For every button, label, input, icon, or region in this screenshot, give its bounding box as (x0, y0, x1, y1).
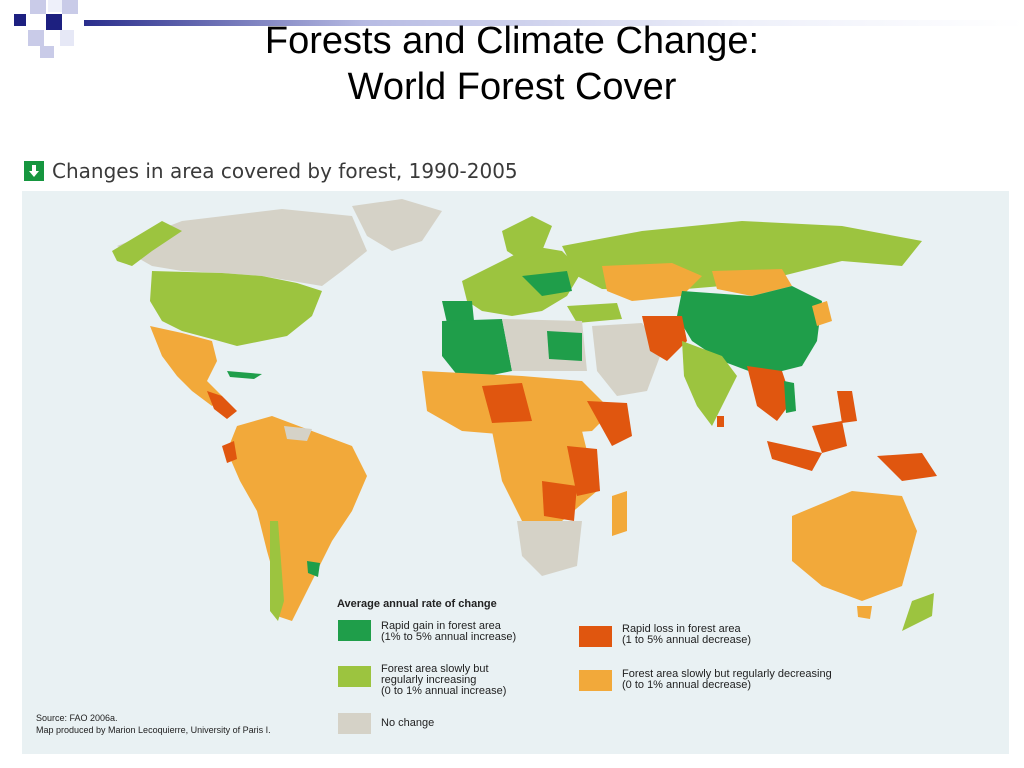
legend-label-rapid-gain: Rapid gain in forest area (1% to 5% annu… (381, 620, 517, 643)
region-australia (792, 491, 917, 601)
region-central-america (207, 391, 237, 419)
region-europe (462, 246, 582, 316)
region-horn (587, 401, 632, 446)
region-turkey (567, 303, 622, 323)
region-korea-japan (812, 301, 832, 326)
legend-title: Average annual rate of change (337, 598, 497, 610)
slide-title-line1: Forests and Climate Change: (264, 20, 760, 62)
world-map-svg (112, 199, 937, 631)
map-heading: Changes in area covered by forest, 1990-… (24, 156, 518, 186)
legend-swatch-rapid-gain (338, 620, 371, 641)
region-indonesia-west (767, 441, 822, 471)
region-afghanistan-pakistan (642, 316, 687, 361)
region-central-europe (522, 271, 572, 296)
region-middle-east (592, 323, 662, 396)
region-india (682, 341, 737, 426)
source-line-1: Source: FAO 2006a. (36, 713, 118, 723)
region-alaska (112, 221, 182, 266)
region-mexico (150, 326, 222, 406)
region-sahel-loss (482, 383, 532, 423)
region-usa (150, 271, 322, 346)
region-south-america (227, 416, 367, 621)
region-new-zealand (902, 593, 934, 631)
region-north-africa-west (442, 319, 512, 381)
region-borneo (812, 421, 847, 453)
region-guianas (284, 426, 312, 441)
region-ecuador (222, 441, 237, 463)
region-canada (117, 209, 367, 286)
down-arrow-icon (24, 161, 44, 181)
region-madagascar (612, 491, 627, 536)
region-east-africa (567, 446, 600, 496)
region-greenland (352, 199, 442, 251)
region-cuba (227, 371, 262, 379)
source-line-2: Map produced by Marion Lecoquierre, Univ… (36, 725, 271, 735)
slide-title: Forests and Climate Change: World Forest… (0, 18, 1024, 110)
map-source: Source: FAO 2006a. Map produced by Mario… (36, 712, 271, 736)
world-map (22, 191, 1009, 754)
region-indochina (747, 366, 792, 421)
slide-title-line2: World Forest Cover (347, 66, 677, 108)
legend-swatch-slow-gain (338, 666, 371, 687)
legend-swatch-slow-loss (579, 670, 612, 691)
region-sri-lanka (717, 416, 724, 427)
legend-label-rapid-loss: Rapid loss in forest area (1 to 5% annua… (622, 623, 752, 646)
region-kazakhstan (602, 263, 702, 301)
legend-label-slow-gain: Forest area slowly but regularly increas… (381, 663, 507, 697)
legend-label-slow-loss: Forest area slowly but regularly decreas… (622, 668, 832, 691)
legend-label-no-change: No change (381, 717, 435, 729)
map-legend: Average annual rate of change Rapid gain… (335, 598, 895, 748)
region-egypt (547, 331, 582, 361)
region-zimbabwe (542, 481, 577, 521)
region-tasmania (857, 606, 872, 619)
region-new-guinea (877, 453, 937, 481)
region-vietnam (784, 381, 796, 413)
map-heading-text: Changes in area covered by forest, 1990-… (52, 159, 518, 183)
region-mongolia (712, 269, 792, 296)
region-scandinavia (502, 216, 552, 261)
legend-swatch-rapid-loss (579, 626, 612, 647)
region-chile (270, 521, 284, 621)
legend-swatch-no-change (338, 713, 371, 734)
region-iberia (442, 301, 474, 323)
region-southern-africa (517, 521, 582, 576)
region-uruguay (307, 561, 320, 577)
region-philippines (837, 391, 857, 423)
